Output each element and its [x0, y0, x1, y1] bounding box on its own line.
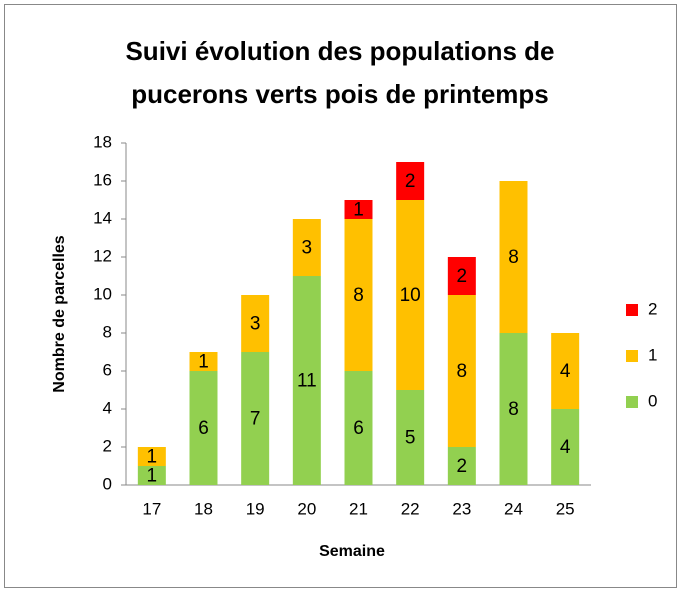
legend-label: 0 [648, 391, 657, 410]
data-label: 8 [508, 247, 519, 268]
data-label: 6 [198, 418, 209, 439]
bar-segment [137, 447, 166, 466]
y-tick-label: 14 [93, 208, 112, 227]
bar-segment [396, 162, 425, 200]
legend-swatch [626, 350, 638, 362]
x-tick-label: 20 [297, 499, 316, 518]
legend-swatch [626, 304, 638, 316]
data-label: 4 [560, 361, 571, 382]
bar-segment [396, 200, 425, 390]
x-tick-label: 22 [401, 499, 420, 518]
bar-segment [499, 181, 528, 333]
data-label: 3 [250, 314, 261, 335]
bar-segment [447, 295, 476, 447]
data-label: 3 [302, 238, 313, 259]
bar-segment [137, 466, 166, 485]
bar-segment [292, 219, 321, 276]
x-tick-label: 23 [452, 499, 471, 518]
data-label: 10 [400, 285, 421, 306]
data-label: 8 [353, 285, 364, 306]
bar-segment [551, 333, 580, 409]
y-tick-label: 12 [93, 246, 112, 265]
x-tick-label: 25 [556, 499, 575, 518]
x-tick-label: 24 [504, 499, 523, 518]
bar-segment [189, 371, 218, 485]
x-tick-label: 18 [194, 499, 213, 518]
bar-segment [344, 219, 373, 371]
chart-title: pucerons verts pois de printemps [131, 79, 549, 109]
bar-segment [447, 257, 476, 295]
data-label: 2 [405, 171, 416, 192]
chart-title: Suivi évolution des populations de [125, 36, 554, 66]
y-tick-label: 2 [103, 436, 112, 455]
data-label: 1 [147, 466, 158, 487]
y-tick-label: 10 [93, 284, 112, 303]
data-label: 8 [457, 361, 468, 382]
x-tick-label: 17 [142, 499, 161, 518]
bar-segment [189, 352, 218, 371]
data-label: 2 [457, 266, 468, 287]
x-axis-title: Semaine [319, 543, 385, 560]
data-label: 4 [560, 437, 571, 458]
bar-segment [241, 295, 270, 352]
y-axis-title: Nombre de parcelles [51, 235, 68, 393]
y-tick-label: 6 [103, 360, 112, 379]
y-tick-label: 16 [93, 170, 112, 189]
bar-segment [551, 409, 580, 485]
chart-border [4, 4, 677, 588]
y-tick-label: 0 [103, 474, 112, 493]
y-tick-label: 4 [103, 398, 112, 417]
bar-segment [344, 200, 373, 219]
bar-segment [499, 333, 528, 485]
legend-label: 2 [648, 299, 657, 318]
data-label: 6 [353, 418, 364, 439]
bar-segment [447, 447, 476, 485]
data-label: 11 [297, 371, 317, 392]
y-tick-label: 18 [93, 132, 112, 151]
y-tick-label: 8 [103, 322, 112, 341]
x-tick-label: 21 [349, 499, 368, 518]
data-label: 1 [147, 447, 158, 468]
legend-label: 1 [648, 345, 657, 364]
data-label: 1 [353, 200, 364, 221]
data-label: 5 [405, 428, 416, 449]
bar-segment [241, 352, 270, 485]
data-label: 1 [198, 352, 209, 373]
data-label: 7 [250, 409, 261, 430]
data-label: 8 [508, 399, 519, 420]
data-label: 2 [457, 456, 468, 477]
bar-segment [396, 390, 425, 485]
bar-segment [292, 276, 321, 485]
x-tick-label: 19 [246, 499, 265, 518]
legend-swatch [626, 396, 638, 408]
bar-segment [344, 371, 373, 485]
